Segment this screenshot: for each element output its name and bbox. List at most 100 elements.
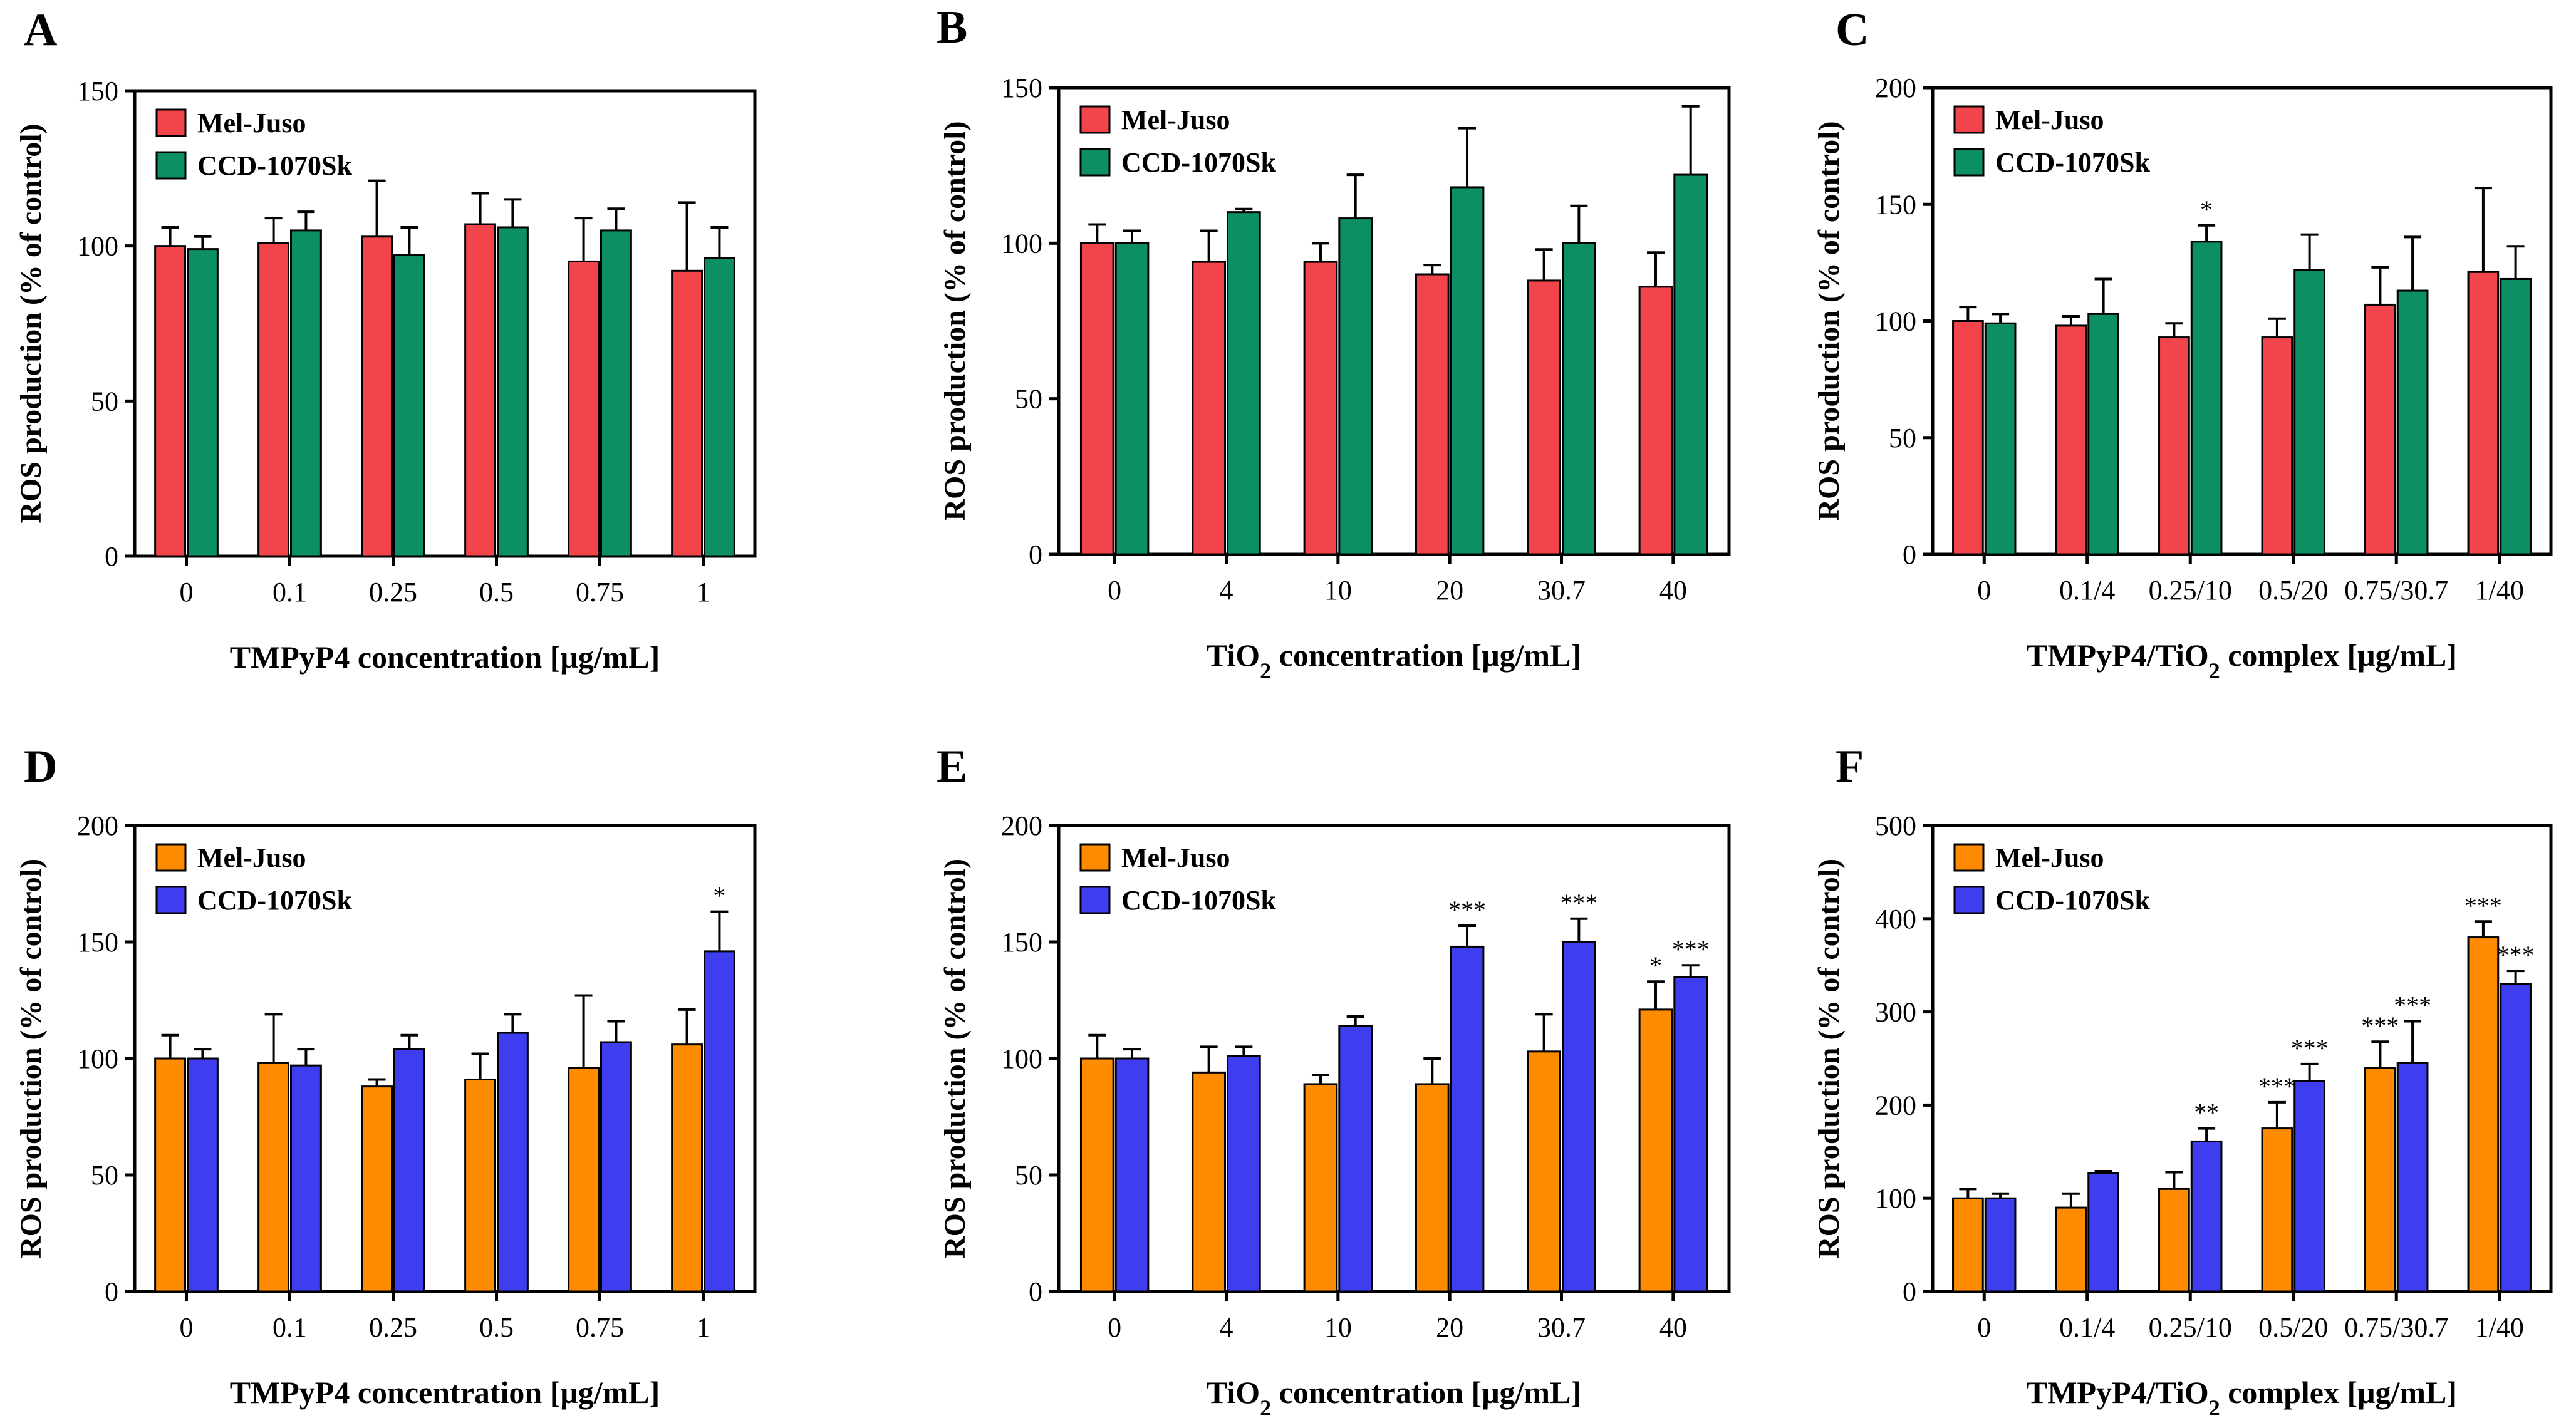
plot-frame [1931, 824, 2553, 1293]
y-tick-label: 150 [1001, 73, 1042, 103]
bar [464, 1078, 497, 1293]
significance-marker: *** [2291, 1034, 2329, 1062]
y-tick-label: 50 [1015, 384, 1042, 415]
x-tick-label: 0 [180, 1312, 194, 1343]
legend-label: Mel-Juso [1121, 842, 1230, 873]
x-tick-label: 20 [1436, 1312, 1463, 1343]
bar [1673, 976, 1708, 1293]
significance-marker: *** [2258, 1072, 2296, 1100]
legend-swatch [1953, 886, 1985, 914]
bar [1338, 217, 1373, 556]
bar [1562, 941, 1596, 1293]
bar [1079, 1057, 1114, 1293]
legend-swatch [1079, 148, 1111, 177]
significance-marker: *** [2361, 1012, 2399, 1040]
panel-letter: F [1836, 741, 1864, 792]
x-axis-label: TiO2 concentration [μg/mL] [1207, 638, 1581, 683]
bar [1338, 1025, 1373, 1293]
legend-label: CCD-1070Sk [1995, 147, 2150, 178]
x-axis-label: TMPyP4/TiO2 complex [μg/mL] [2027, 1375, 2457, 1420]
significance-marker: *** [1560, 889, 1597, 917]
legend-label: CCD-1070Sk [1121, 147, 1276, 178]
bar [2055, 324, 2087, 556]
bar [2364, 1067, 2396, 1293]
bar [393, 1048, 425, 1293]
x-tick-label: 10 [1324, 1312, 1352, 1343]
bar [290, 229, 322, 557]
x-tick-label: 40 [1659, 1312, 1687, 1343]
bar [2190, 241, 2223, 556]
bar [1079, 242, 1114, 556]
x-tick-label: 0.25/10 [2149, 575, 2232, 606]
bar [2158, 1188, 2190, 1293]
bar [1227, 211, 1261, 556]
significance-marker: *** [1448, 896, 1486, 924]
legend-swatch [1079, 886, 1111, 914]
bar [2500, 277, 2532, 556]
y-axis-label: ROS production (% of control) [1812, 121, 1846, 520]
x-axis-label-subscript: 2 [1260, 658, 1271, 683]
x-tick-label: 0.1 [273, 1312, 307, 1343]
x-tick-label: 0.75/30.7 [2344, 1312, 2448, 1343]
chart-panel-c: C 0 50 100 150 200 ROS production (% of contro… [1812, 4, 2553, 683]
legend-swatch [1079, 105, 1111, 134]
legend-swatch [1953, 148, 1985, 177]
legend-label: Mel-Juso [1995, 105, 2104, 135]
bar [361, 1085, 393, 1293]
x-tick-label: 40 [1659, 575, 1687, 606]
significance-marker: * [2200, 195, 2213, 224]
bar [2261, 336, 2293, 556]
significance-marker: *** [2394, 991, 2431, 1019]
x-tick-label: 0.25 [369, 577, 417, 608]
bar [187, 1057, 219, 1293]
x-tick-label: 1 [697, 1312, 710, 1343]
bar [361, 235, 393, 557]
legend-label: CCD-1070Sk [1995, 885, 2150, 916]
y-tick-label: 100 [77, 231, 118, 262]
y-tick-label: 50 [1015, 1160, 1042, 1191]
y-tick-label: 150 [77, 76, 118, 106]
bar [600, 229, 632, 557]
x-tick-label: 0 [180, 577, 194, 608]
bar [1303, 261, 1338, 556]
legend-swatch [155, 108, 187, 137]
y-tick-label: 0 [1029, 539, 1042, 570]
y-tick-label: 100 [1875, 306, 1916, 337]
bar [393, 254, 425, 557]
legend-swatch [155, 886, 187, 914]
y-axis-label: ROS production (% of control) [938, 121, 972, 520]
x-axis-label-part: TMPyP4 concentration [μg/mL] [230, 639, 660, 675]
bar [1984, 1197, 2017, 1293]
y-axis-label: ROS production (% of control) [14, 859, 48, 1258]
panel-letter: A [24, 4, 57, 56]
x-axis-label: TMPyP4 concentration [μg/mL] [230, 1375, 660, 1410]
x-axis-label-part: complex [μg/mL] [2220, 638, 2457, 673]
x-axis-label-part: TMPyP4/TiO [2027, 1375, 2209, 1410]
y-tick-label: 50 [91, 386, 118, 417]
bar [1192, 1071, 1226, 1293]
y-tick-label: 50 [91, 1160, 118, 1191]
legend-label: CCD-1070Sk [1121, 885, 1276, 916]
significance-marker: * [713, 882, 725, 910]
bar [1952, 320, 1984, 556]
x-tick-label: 30.7 [1537, 575, 1586, 606]
y-tick-label: 150 [77, 927, 118, 958]
x-tick-label: 0 [1108, 1312, 1121, 1343]
bar [2087, 1172, 2119, 1293]
bar [1415, 1083, 1450, 1293]
bar [1984, 322, 2017, 556]
x-tick-label: 0.5 [479, 1312, 514, 1343]
legend-label: Mel-Juso [1995, 842, 2104, 873]
significance-marker: *** [1672, 935, 1710, 963]
bar [1114, 242, 1150, 556]
x-axis-label-part: TiO [1207, 1375, 1260, 1410]
x-tick-label: 10 [1324, 575, 1352, 606]
bar [2261, 1127, 2293, 1293]
y-tick-label: 0 [105, 541, 118, 572]
y-tick-label: 150 [1875, 189, 1916, 220]
legend-label: CCD-1070Sk [197, 885, 352, 916]
bar [497, 1032, 529, 1293]
bar [257, 1062, 289, 1293]
bar [2364, 303, 2396, 556]
